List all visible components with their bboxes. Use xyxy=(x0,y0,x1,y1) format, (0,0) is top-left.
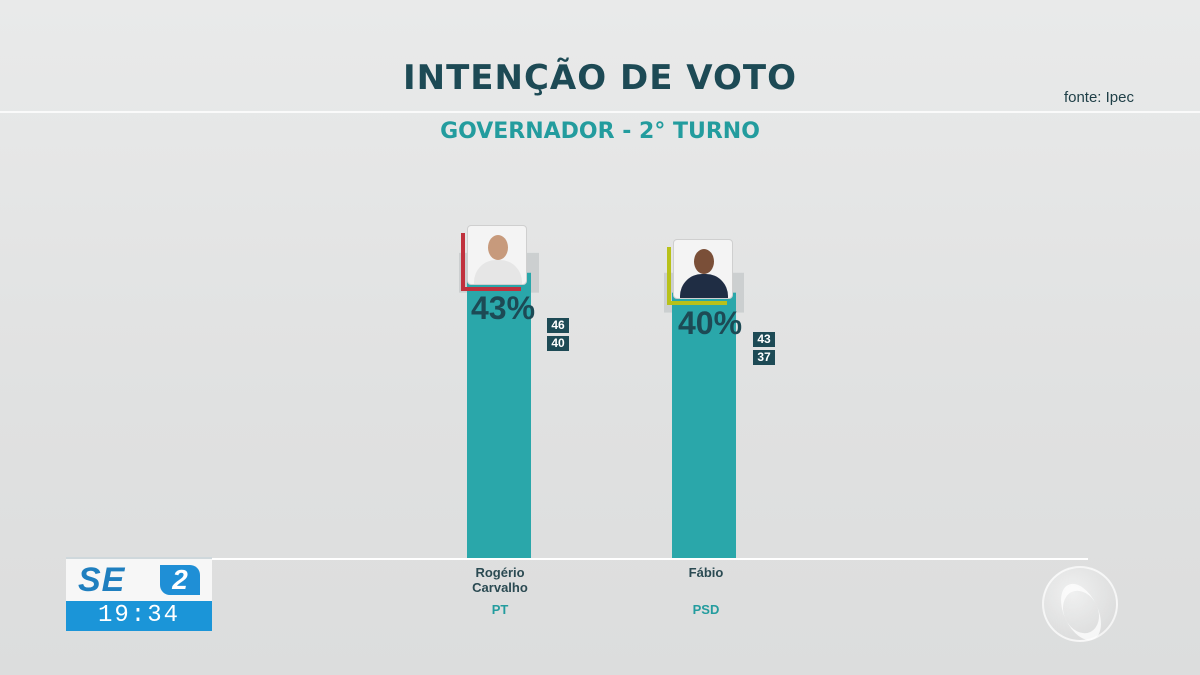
chart-title: INTENÇÃO DE VOTO xyxy=(403,58,797,98)
candidate-photo-icon xyxy=(467,225,527,285)
title-divider xyxy=(0,111,1200,113)
party-color-bracket xyxy=(461,233,521,291)
value-label-2: 40% xyxy=(677,305,743,341)
margin-upper-2: 43 xyxy=(753,332,775,347)
source-label: fonte: Ipec xyxy=(1063,89,1134,106)
margin-lower-1: 40 xyxy=(547,336,569,351)
bar xyxy=(672,292,736,558)
candidate-name-line1: Fábio xyxy=(688,565,724,580)
candidate-party-1: PT xyxy=(491,602,509,617)
chart-baseline xyxy=(210,558,1088,560)
tv-network-logo-icon: SE 2 19:34 xyxy=(66,557,212,631)
logo-top-panel: SE 2 xyxy=(66,557,212,601)
chart-subtitle: GOVERNADOR - 2° TURNO xyxy=(440,119,760,144)
candidate-name-line2: Carvalho xyxy=(472,580,528,595)
bar xyxy=(467,272,531,558)
candidate-name-1: Rogério Carvalho xyxy=(430,565,570,595)
candidate-name-2: Fábio xyxy=(636,565,776,580)
candidate-name-line1: Rogério xyxy=(475,565,525,580)
party-color-bracket xyxy=(667,247,727,305)
candidate-photo-frame-1 xyxy=(461,225,529,293)
value-label-1: 43% xyxy=(470,290,536,326)
candidate-photo-icon xyxy=(673,239,733,299)
margin-upper-1: 46 xyxy=(547,318,569,333)
candidate-photo-frame-2 xyxy=(667,239,735,307)
network-watermark-icon xyxy=(1042,566,1118,642)
logo-text: SE xyxy=(78,561,126,599)
margin-lower-2: 37 xyxy=(753,350,775,365)
broadcast-clock: 19:34 xyxy=(66,601,212,631)
logo-number: 2 xyxy=(160,565,200,595)
candidate-party-2: PSD xyxy=(692,602,720,617)
